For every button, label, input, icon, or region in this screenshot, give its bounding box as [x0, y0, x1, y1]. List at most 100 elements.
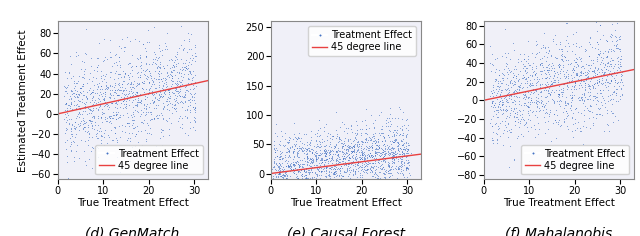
- Point: [61, 76, 72, 80]
- Point: [301, 147, 312, 151]
- Point: [498, 102, 508, 105]
- Point: [163, 103, 173, 106]
- Point: [566, 96, 577, 100]
- Point: [387, 152, 397, 156]
- Point: [111, 155, 122, 158]
- Point: [115, 105, 125, 109]
- Point: [492, 56, 502, 59]
- Point: [390, 150, 400, 154]
- Point: [346, 123, 356, 127]
- Point: [140, 128, 150, 132]
- Point: [269, 157, 279, 160]
- Point: [79, 119, 89, 123]
- Point: [109, 105, 120, 109]
- Point: [114, 88, 124, 92]
- Point: [367, 156, 377, 159]
- Point: [543, 71, 554, 74]
- Point: [531, 88, 541, 92]
- Point: [277, 168, 287, 171]
- Point: [506, 130, 516, 134]
- Point: [84, 135, 94, 139]
- Point: [562, 49, 572, 53]
- Point: [540, 76, 550, 80]
- Point: [335, 173, 346, 177]
- Point: [90, 133, 100, 136]
- Point: [550, 118, 560, 122]
- Point: [377, 168, 387, 171]
- Point: [319, 139, 330, 143]
- Point: [596, 60, 606, 64]
- Point: [355, 142, 365, 146]
- Point: [299, 151, 309, 155]
- Point: [126, 81, 136, 85]
- Point: [366, 168, 376, 172]
- Point: [513, 84, 524, 88]
- Point: [278, 175, 288, 179]
- Point: [379, 136, 389, 140]
- Point: [370, 138, 380, 142]
- Point: [611, 56, 621, 60]
- Point: [188, 95, 198, 99]
- Point: [393, 141, 403, 145]
- Point: [344, 158, 355, 162]
- Point: [566, 90, 577, 94]
- Point: [532, 77, 542, 81]
- Point: [106, 70, 116, 74]
- Point: [379, 155, 389, 158]
- Point: [172, 50, 182, 54]
- Point: [289, 164, 299, 168]
- Point: [497, 88, 507, 92]
- Point: [392, 124, 402, 128]
- Point: [189, 118, 200, 122]
- Point: [291, 168, 301, 172]
- Point: [124, 91, 134, 95]
- Point: [86, 150, 96, 153]
- Point: [387, 116, 397, 120]
- Point: [605, 32, 616, 36]
- Point: [141, 78, 152, 81]
- Point: [62, 85, 72, 88]
- Point: [281, 170, 291, 174]
- Point: [124, 124, 134, 128]
- Point: [308, 186, 318, 190]
- Point: [380, 172, 390, 176]
- Point: [163, 88, 173, 92]
- Point: [552, 99, 563, 103]
- Point: [545, 92, 555, 96]
- Point: [72, 94, 82, 98]
- Point: [614, 66, 624, 70]
- Point: [296, 136, 307, 140]
- Point: [154, 69, 164, 73]
- Point: [116, 101, 127, 105]
- Point: [285, 162, 295, 165]
- Point: [519, 57, 529, 61]
- Point: [518, 76, 529, 79]
- Point: [378, 159, 388, 162]
- Point: [120, 124, 131, 128]
- Point: [493, 104, 503, 108]
- Point: [299, 179, 309, 183]
- Point: [544, 49, 554, 52]
- Point: [311, 181, 321, 185]
- Point: [71, 106, 81, 110]
- Point: [591, 102, 602, 106]
- Point: [508, 84, 518, 87]
- Point: [314, 153, 324, 157]
- Point: [340, 136, 350, 140]
- Point: [287, 168, 298, 172]
- Point: [96, 84, 106, 88]
- Point: [532, 75, 542, 78]
- Point: [284, 179, 294, 183]
- Point: [535, 82, 545, 86]
- Point: [183, 76, 193, 80]
- Point: [268, 165, 278, 169]
- Point: [584, 54, 595, 58]
- Point: [282, 146, 292, 150]
- Point: [160, 47, 170, 51]
- Point: [525, 118, 536, 122]
- Point: [124, 98, 134, 102]
- Point: [545, 93, 555, 97]
- Point: [552, 88, 562, 92]
- Point: [137, 80, 147, 84]
- Point: [502, 87, 512, 91]
